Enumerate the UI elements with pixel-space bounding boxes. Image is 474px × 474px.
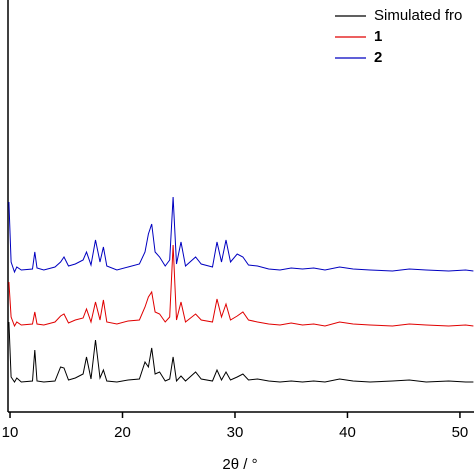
x-axis-label: 2θ / °: [222, 456, 257, 473]
x-tick-label: 20: [114, 424, 131, 441]
legend-label: Simulated fro: [374, 7, 462, 24]
x-tick-label: 30: [227, 424, 244, 441]
series-line: [8, 244, 474, 328]
series-line: [8, 196, 474, 274]
legend-label: 1: [374, 28, 382, 45]
x-tick-label: 40: [339, 424, 356, 441]
x-tick-label: 50: [452, 424, 469, 441]
x-tick-label: 10: [2, 424, 19, 441]
legend-label: 2: [374, 49, 382, 66]
series-line: [8, 321, 474, 383]
